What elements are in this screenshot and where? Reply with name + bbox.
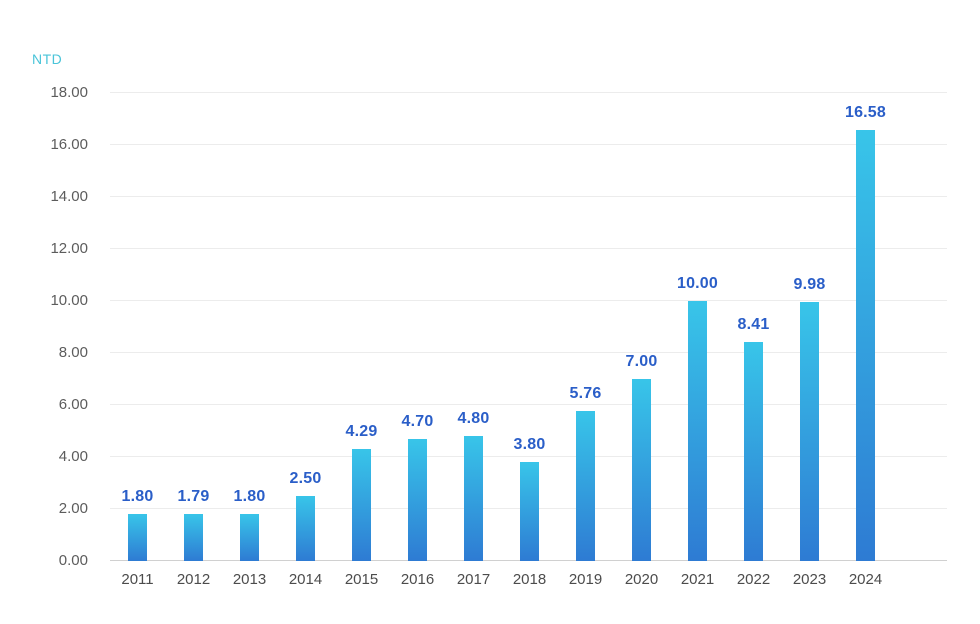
bar-2011	[128, 514, 147, 561]
x-axis-tick-label: 2022	[736, 571, 771, 588]
y-axis-tick-label: 8.00	[58, 344, 88, 361]
bar-2012	[184, 514, 203, 561]
x-axis-tick-label: 2013	[232, 571, 267, 588]
bar-value-label: 4.70	[401, 412, 434, 430]
x-axis-tick-label: 2021	[680, 571, 715, 588]
gridline	[110, 456, 947, 457]
gridline	[110, 196, 947, 197]
gridline	[110, 92, 947, 93]
bar-value-label: 10.00	[676, 275, 719, 292]
y-axis-tick-label: 16.00	[50, 136, 88, 153]
bar-2018	[520, 462, 539, 561]
bar-2016	[408, 438, 427, 561]
y-axis-tick-label: 14.00	[50, 188, 88, 205]
bar-2017	[464, 436, 483, 561]
y-axis-tick-label: 4.00	[58, 448, 88, 465]
bar-value-label: 2.50	[289, 470, 322, 487]
bar-value-label: 4.80	[457, 410, 490, 428]
x-axis-tick-label: 2011	[121, 571, 154, 588]
bar-value-label: 9.98	[793, 275, 826, 293]
bar-value-label: 1.80	[233, 488, 266, 506]
gridline	[110, 404, 947, 405]
bar-2019	[576, 411, 595, 561]
x-axis-tick-label: 2017	[456, 571, 491, 588]
bar-value-label: 1.79	[177, 488, 210, 506]
bar-2024	[856, 129, 875, 561]
bar-2014	[296, 496, 315, 561]
y-axis-tick-label: 0.00	[58, 552, 88, 569]
bar-value-label: 1.80	[121, 488, 154, 506]
bar-2023	[800, 301, 819, 561]
bar-value-label: 5.76	[569, 385, 602, 403]
x-axis-tick-label: 2023	[792, 571, 827, 588]
bar-2022	[744, 342, 763, 561]
y-axis-tick-label: 18.00	[50, 84, 88, 101]
x-axis-tick-label: 2012	[176, 571, 211, 588]
x-axis-tick-label: 2016	[400, 571, 435, 588]
bar-value-label: 8.41	[737, 316, 770, 334]
bar-value-label: 7.00	[625, 353, 658, 370]
bar-value-label: 16.58	[844, 103, 887, 121]
x-axis-tick-label: 2020	[624, 571, 659, 588]
y-axis-tick-label: 12.00	[50, 240, 88, 257]
bar-2021	[688, 301, 707, 561]
bar-value-label: 3.80	[513, 436, 546, 454]
x-axis-tick-label: 2019	[568, 571, 603, 588]
y-axis-tick-label: 2.00	[58, 500, 88, 517]
y-axis-tick-label: 10.00	[50, 292, 88, 309]
bar-2020	[632, 379, 651, 561]
bar-value-label: 4.29	[345, 423, 378, 441]
x-axis-tick-label: 2015	[344, 571, 379, 588]
gridline	[110, 144, 947, 145]
gridline	[110, 352, 947, 353]
plot-area: 1.80 1.79 1.80 2.50 4.29 4.70 4.80 3.80 5.76 7.00…	[110, 92, 947, 561]
y-axis-unit-label: NTD	[32, 51, 63, 67]
bar-2013	[240, 514, 259, 561]
gridline	[110, 248, 947, 249]
y-axis-tick-label: 6.00	[58, 396, 88, 413]
x-axis-tick-label: 2024	[848, 571, 883, 588]
x-axis-tick-label: 2018	[512, 571, 547, 588]
gridline	[110, 300, 947, 301]
bar-2015	[352, 449, 371, 561]
x-axis-tick-label: 2014	[288, 571, 323, 588]
